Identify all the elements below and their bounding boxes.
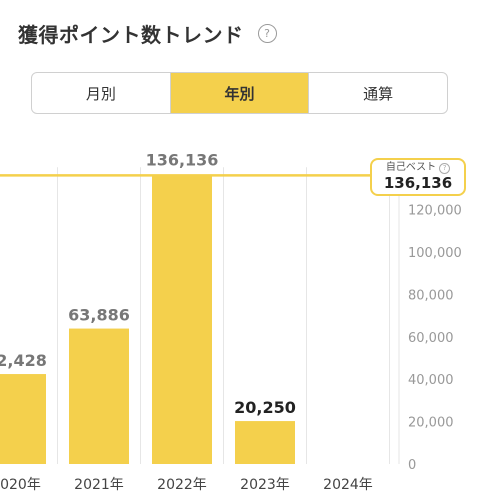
bar-value-label: 42,428 — [0, 351, 47, 370]
y-tick-label: 100,000 — [408, 246, 462, 261]
y-tick-label: 60,000 — [408, 331, 454, 346]
bar-value-label: 63,886 — [68, 306, 130, 325]
y-tick-label: 80,000 — [408, 288, 454, 303]
bar — [0, 374, 46, 464]
bar-value-label: 20,250 — [234, 398, 296, 417]
personal-best-value: 136,136 — [383, 174, 453, 192]
y-tick-label: 40,000 — [408, 373, 454, 388]
personal-best-label: 自己ベスト — [385, 162, 437, 173]
y-tick-label: 120,000 — [408, 204, 462, 219]
tab-total[interactable]: 通算 — [363, 84, 394, 103]
bar — [235, 421, 295, 464]
bar — [152, 175, 212, 465]
y-tick-label: 20,000 — [408, 416, 454, 431]
x-category-label: 2022年 — [157, 477, 207, 493]
x-category-label: 2020年 — [0, 477, 41, 493]
y-tick-label: 0 — [408, 458, 416, 473]
personal-best-badge: 自己ベスト ? 136,136 — [370, 158, 466, 196]
title-row: 獲得ポイント数トレンド ? — [18, 14, 277, 52]
bar-value-label: 136,136 — [146, 150, 219, 169]
help-icon[interactable]: ? — [439, 162, 451, 174]
help-icon[interactable]: ? — [257, 23, 277, 43]
tab-yearly[interactable]: 年別 — [170, 73, 310, 113]
x-category-label: 2024年 — [323, 477, 373, 493]
period-tabs: 月別 年別 通算 — [31, 72, 448, 114]
page-title: 獲得ポイント数トレンド — [18, 22, 244, 47]
bar — [69, 328, 129, 464]
x-category-label: 2021年 — [74, 477, 124, 493]
personal-best-label-row: 自己ベスト ? — [385, 162, 451, 174]
tab-monthly[interactable]: 月別 — [32, 73, 171, 113]
points-bar-chart: 0 20,000 40,000 60,000 80,000 100,000 120,000 4… — [0, 150, 462, 493]
x-category-label: 2023年 — [240, 477, 290, 493]
